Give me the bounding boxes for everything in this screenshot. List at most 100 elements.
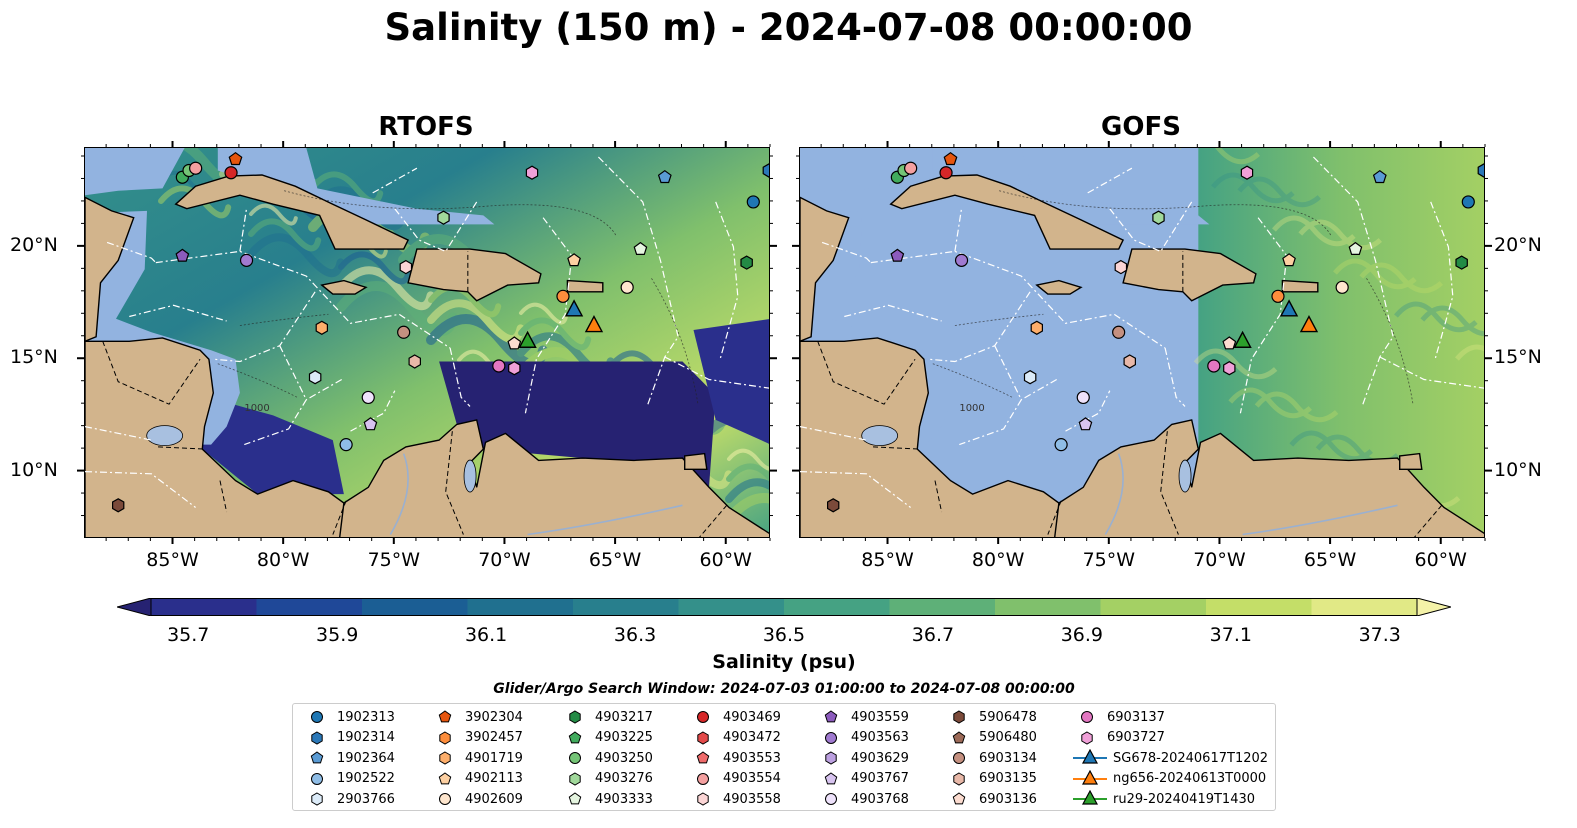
marker-6903137[interactable] <box>492 359 506 373</box>
marker-4902609[interactable] <box>620 280 634 294</box>
marker-4903217[interactable] <box>1455 255 1468 270</box>
marker-SG678-20240617T1202[interactable] <box>564 299 584 317</box>
legend-title: Glider/Argo Search Window: 2024-07-03 01… <box>493 681 1075 697</box>
marker-4903554[interactable] <box>904 161 918 175</box>
marker-ru29-20240419T1430[interactable] <box>518 330 537 348</box>
marker-1902522[interactable] <box>1054 438 1068 452</box>
marker-4903559[interactable] <box>175 248 190 262</box>
eez-line <box>1021 378 1057 401</box>
eez-line <box>800 426 867 441</box>
marker-6903727[interactable] <box>508 361 521 376</box>
legend-item-label: 1902522 <box>337 771 395 786</box>
marker-4903563[interactable] <box>954 253 969 267</box>
legend-item-label: 4903469 <box>723 709 781 725</box>
marker-ng656-20240613T0000[interactable] <box>584 315 604 333</box>
marker-6903727b[interactable] <box>525 165 539 180</box>
marker-3902304[interactable] <box>943 151 958 166</box>
marker-4902609[interactable] <box>1335 280 1349 294</box>
legend-item: 3902304 <box>431 707 523 727</box>
legend-item: 4902609 <box>431 789 523 809</box>
marker-4903554[interactable] <box>189 161 203 175</box>
marker-6903727b[interactable] <box>1240 165 1254 180</box>
marker-3902304[interactable] <box>228 151 243 166</box>
legend-item-label: 4903553 <box>723 750 781 766</box>
marker-4901719[interactable] <box>315 320 328 335</box>
marker-6903135[interactable] <box>408 354 421 369</box>
marker-4903767[interactable] <box>363 417 378 431</box>
marker-4902113[interactable] <box>567 253 581 267</box>
marker-1902314[interactable] <box>1477 163 1485 178</box>
legend-item: SG678-20240617T1202 <box>1073 748 1268 768</box>
map-gofs[interactable]: 1000 <box>799 147 1485 538</box>
marker-4903276[interactable] <box>437 210 450 225</box>
legend-item: 4903217 <box>561 707 653 727</box>
x-tick-label: 75°W <box>367 549 421 571</box>
legend-marker-icon <box>311 792 323 806</box>
map-rtofs[interactable]: 1000 <box>84 147 770 538</box>
colorbar-segment <box>1311 598 1418 616</box>
marker-4903558[interactable] <box>399 259 413 275</box>
marker-1902522[interactable] <box>339 438 353 452</box>
marker-6903135[interactable] <box>1123 354 1136 369</box>
country-borders <box>817 251 1443 537</box>
marker-4903469[interactable] <box>939 166 953 180</box>
marker-2903766[interactable] <box>308 370 322 385</box>
marker-6903136[interactable] <box>507 336 522 350</box>
marker-4903333[interactable] <box>633 241 648 256</box>
marker-4903559[interactable] <box>890 248 905 262</box>
marker-4903217[interactable] <box>740 255 753 270</box>
float-markers <box>827 151 1485 513</box>
x-tick-label: 70°W <box>1193 549 1246 571</box>
marker-5906478[interactable] <box>112 498 125 513</box>
colorbar-segment <box>467 598 574 616</box>
eez-line <box>1239 217 1288 414</box>
marker-1902313[interactable] <box>746 195 760 209</box>
rivers <box>389 453 683 536</box>
marker-6903134[interactable] <box>1112 325 1126 339</box>
x-tick-label: 85°W <box>861 549 914 571</box>
marker-5906478[interactable] <box>827 498 840 513</box>
eez-line <box>394 201 478 253</box>
marker-6903134[interactable] <box>397 325 411 339</box>
marker-1902314[interactable] <box>762 163 770 178</box>
marker-1902313[interactable] <box>1461 195 1475 209</box>
marker-4901719[interactable] <box>1030 320 1043 335</box>
eez-line <box>1164 347 1186 407</box>
marker-4903768[interactable] <box>1076 390 1090 405</box>
marker-4903333[interactable] <box>1348 241 1363 256</box>
legend-marker-icon <box>439 793 451 805</box>
eez-line <box>800 471 911 508</box>
marker-1902364[interactable] <box>1372 169 1387 184</box>
legend-item: 1902364 <box>303 748 395 768</box>
marker-6903136[interactable] <box>1222 336 1237 350</box>
land-cuba <box>174 174 410 250</box>
marker-4903767[interactable] <box>1078 417 1093 431</box>
marker-6903727[interactable] <box>1223 361 1236 376</box>
marker-1902364[interactable] <box>657 169 672 184</box>
land-puertorico <box>566 279 604 293</box>
legend-marker-icon <box>1081 711 1093 723</box>
marker-4903469[interactable] <box>224 166 238 180</box>
marker-3902457[interactable] <box>556 289 570 303</box>
marker-4903558[interactable] <box>1114 259 1128 275</box>
eez-line <box>85 426 152 441</box>
legend-marker-icon <box>696 751 710 764</box>
x-tick-label: 65°W <box>588 549 642 571</box>
marker-3902457[interactable] <box>1271 289 1285 303</box>
marker-4903768[interactable] <box>361 390 375 405</box>
legend-item-label: 4903563 <box>851 730 909 745</box>
marker-ru29-20240419T1430[interactable] <box>1233 330 1252 348</box>
colorbar <box>115 597 1453 617</box>
legend-marker-icon <box>438 771 452 784</box>
marker-4902113[interactable] <box>1282 253 1296 267</box>
marker-ng656-20240613T0000[interactable] <box>1299 315 1319 333</box>
marker-SG678-20240617T1202[interactable] <box>1279 299 1299 317</box>
isobaths <box>217 190 699 405</box>
legend-item: 4903554 <box>689 769 781 789</box>
rivers <box>1104 453 1398 536</box>
marker-2903766[interactable] <box>1023 370 1037 385</box>
marker-4903563[interactable] <box>239 253 254 267</box>
marker-4903276[interactable] <box>1152 210 1165 225</box>
marker-6903137[interactable] <box>1207 359 1221 373</box>
legend-item-label: 3902304 <box>465 709 523 725</box>
